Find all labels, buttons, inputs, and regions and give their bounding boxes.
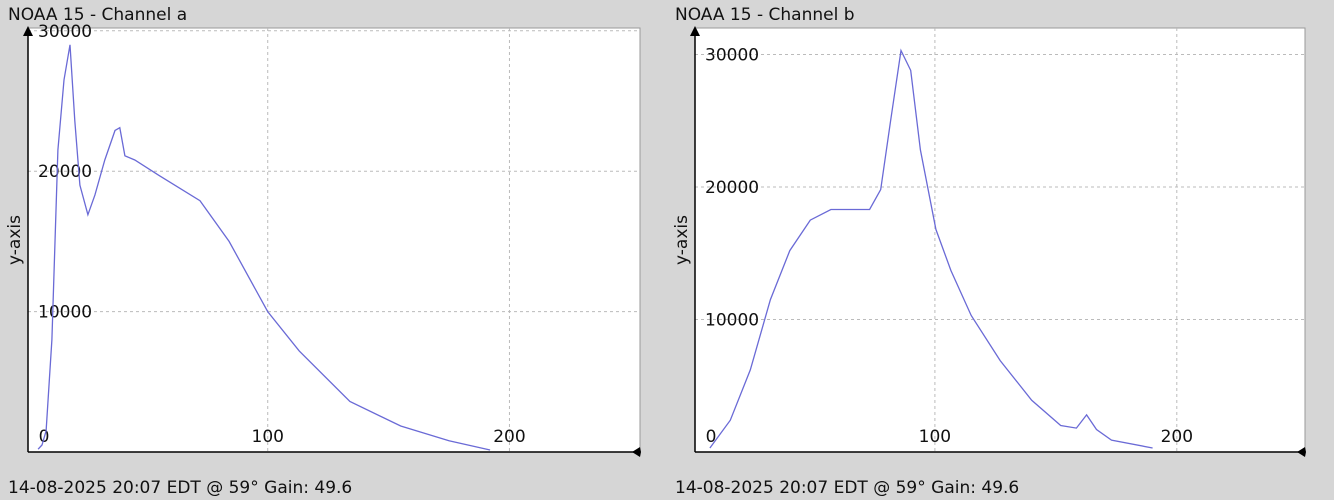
y-tick-label: 10000 [705, 311, 759, 331]
plot-area [27, 27, 641, 453]
y-axis-label: y-axis [672, 215, 692, 265]
chart-title: NOAA 15 - Channel a [8, 5, 187, 25]
x-tick-label: 100 [252, 427, 284, 447]
x-axis-arrow [632, 447, 641, 457]
footer: 14-08-2025 20:07 EDT @ 59° Gain: 49.6 [8, 478, 352, 498]
y-tick-label: 30000 [705, 46, 759, 66]
data-line [709, 48, 1153, 449]
x-tick-label: 0 [706, 427, 717, 447]
y-tick-label: 20000 [38, 162, 92, 182]
x-tick-label: 200 [493, 427, 525, 447]
y-axis-label: y-axis [5, 215, 25, 265]
data-line [37, 44, 491, 451]
x-tick-label: 100 [919, 427, 951, 447]
y-axis-arrow [23, 26, 33, 36]
x-tick-label: 200 [1161, 427, 1193, 447]
y-tick-label: 30000 [38, 22, 92, 42]
x-axis-arrow [1297, 447, 1306, 457]
plot-area [694, 27, 1306, 453]
y-axis-arrow [690, 26, 700, 36]
y-tick-label: 10000 [38, 303, 92, 323]
chart-title: NOAA 15 - Channel b [675, 5, 855, 25]
footer: 14-08-2025 20:07 EDT @ 59° Gain: 49.6 [675, 478, 1019, 498]
y-tick-label: 20000 [705, 178, 759, 198]
